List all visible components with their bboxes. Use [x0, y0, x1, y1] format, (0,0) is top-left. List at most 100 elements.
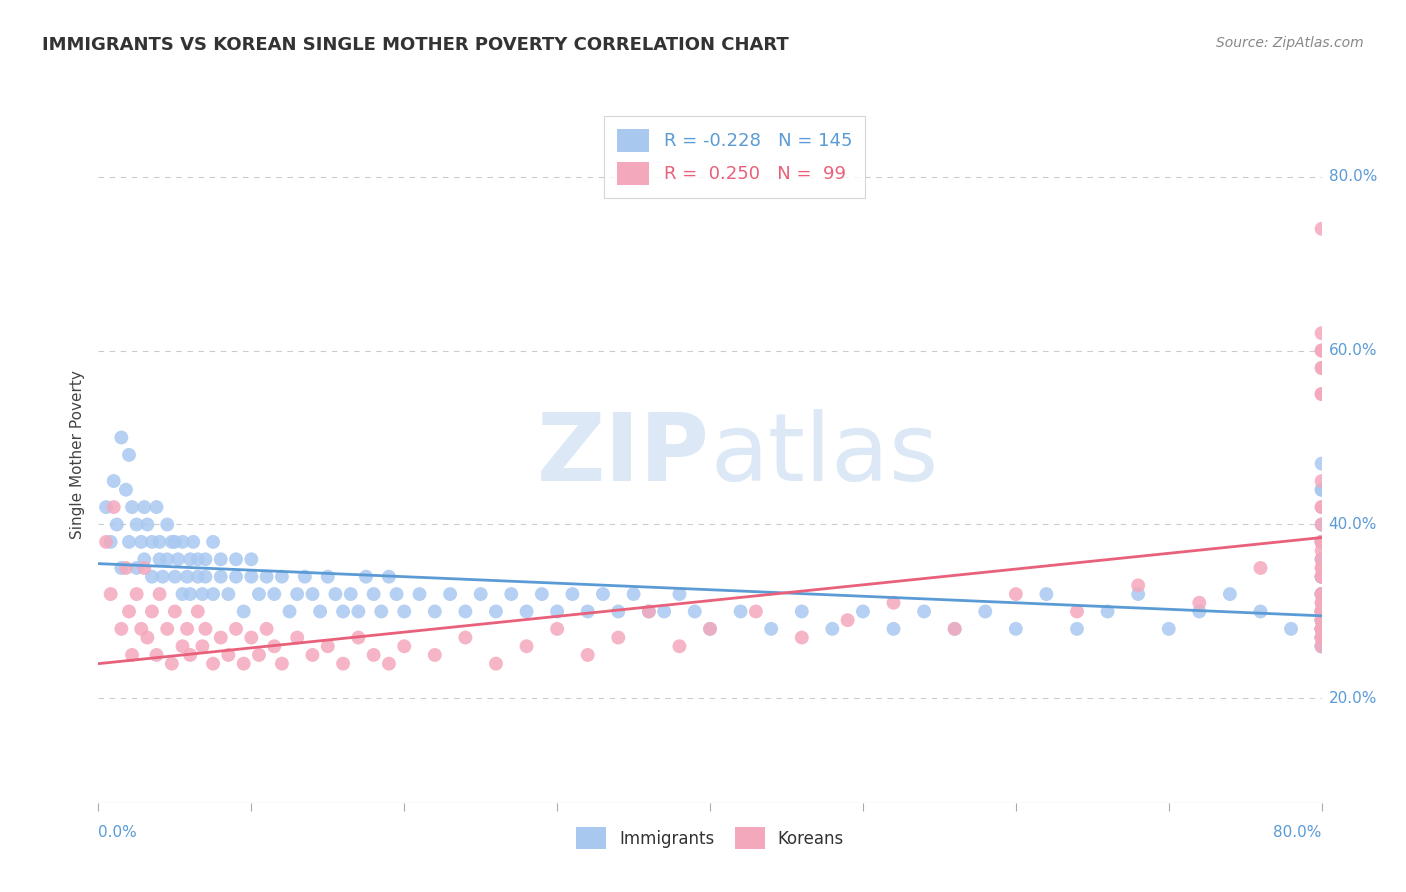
Point: [134, 552, 156, 566]
Point: [561, 587, 583, 601]
Point: [1310, 622, 1333, 636]
Point: [1310, 613, 1333, 627]
Text: Source: ZipAtlas.com: Source: ZipAtlas.com: [1216, 36, 1364, 50]
Point: [134, 561, 156, 575]
Point: [1128, 578, 1150, 592]
Point: [363, 587, 385, 601]
Point: [1310, 543, 1333, 558]
Point: [576, 605, 599, 619]
Point: [181, 534, 204, 549]
Point: [623, 587, 645, 601]
Point: [172, 587, 194, 601]
Text: 80.0%: 80.0%: [1274, 825, 1322, 840]
Point: [392, 605, 416, 619]
Point: [1157, 622, 1180, 636]
Point: [118, 448, 141, 462]
Point: [1310, 326, 1333, 340]
Point: [1310, 631, 1333, 645]
Point: [1310, 605, 1333, 619]
Point: [145, 648, 167, 662]
Point: [1310, 474, 1333, 488]
Point: [225, 552, 247, 566]
Point: [163, 570, 186, 584]
Point: [1310, 587, 1333, 601]
Point: [347, 631, 370, 645]
Point: [883, 596, 905, 610]
Point: [141, 570, 163, 584]
Point: [176, 622, 198, 636]
Point: [167, 552, 190, 566]
Point: [1310, 570, 1333, 584]
Text: atlas: atlas: [710, 409, 938, 501]
Point: [1310, 387, 1333, 401]
Point: [115, 561, 138, 575]
Point: [152, 570, 174, 584]
Point: [1310, 552, 1333, 566]
Point: [270, 657, 292, 671]
Point: [163, 605, 186, 619]
Point: [301, 587, 323, 601]
Point: [1310, 561, 1333, 575]
Point: [202, 534, 225, 549]
Point: [1310, 587, 1333, 601]
Point: [423, 605, 446, 619]
Point: [378, 657, 401, 671]
Point: [1279, 622, 1302, 636]
Point: [217, 587, 239, 601]
Point: [1310, 596, 1333, 610]
Text: IMMIGRANTS VS KOREAN SINGLE MOTHER POVERTY CORRELATION CHART: IMMIGRANTS VS KOREAN SINGLE MOTHER POVER…: [42, 36, 789, 54]
Point: [1310, 605, 1333, 619]
Point: [202, 587, 225, 601]
Point: [194, 622, 217, 636]
Point: [1188, 596, 1211, 610]
Point: [160, 657, 183, 671]
Point: [285, 631, 308, 645]
Point: [179, 552, 201, 566]
Point: [1310, 587, 1333, 601]
Point: [1097, 605, 1119, 619]
Point: [423, 648, 446, 662]
Point: [156, 517, 179, 532]
Point: [118, 534, 141, 549]
Point: [172, 639, 194, 653]
Point: [256, 622, 278, 636]
Point: [1310, 631, 1333, 645]
Point: [607, 631, 630, 645]
Point: [1310, 500, 1333, 514]
Point: [1310, 552, 1333, 566]
Point: [232, 605, 254, 619]
Point: [516, 639, 538, 653]
Point: [1310, 605, 1333, 619]
Point: [1310, 631, 1333, 645]
Point: [1310, 534, 1333, 549]
Point: [1310, 222, 1333, 236]
Point: [316, 570, 339, 584]
Text: 80.0%: 80.0%: [1329, 169, 1376, 184]
Point: [332, 605, 354, 619]
Point: [1310, 622, 1333, 636]
Point: [240, 570, 263, 584]
Point: [1066, 605, 1088, 619]
Point: [1310, 622, 1333, 636]
Point: [247, 587, 270, 601]
Point: [270, 570, 292, 584]
Point: [145, 500, 167, 514]
Point: [1310, 570, 1333, 584]
Point: [837, 613, 859, 627]
Point: [121, 500, 143, 514]
Point: [1066, 622, 1088, 636]
Point: [156, 552, 179, 566]
Point: [103, 500, 125, 514]
Point: [1310, 631, 1333, 645]
Point: [347, 605, 370, 619]
Point: [485, 657, 508, 671]
Point: [1310, 534, 1333, 549]
Point: [1310, 639, 1333, 653]
Point: [232, 657, 254, 671]
Point: [1310, 639, 1333, 653]
Point: [129, 622, 152, 636]
Point: [209, 552, 232, 566]
Point: [1310, 622, 1333, 636]
Point: [607, 605, 630, 619]
Text: 60.0%: 60.0%: [1329, 343, 1376, 358]
